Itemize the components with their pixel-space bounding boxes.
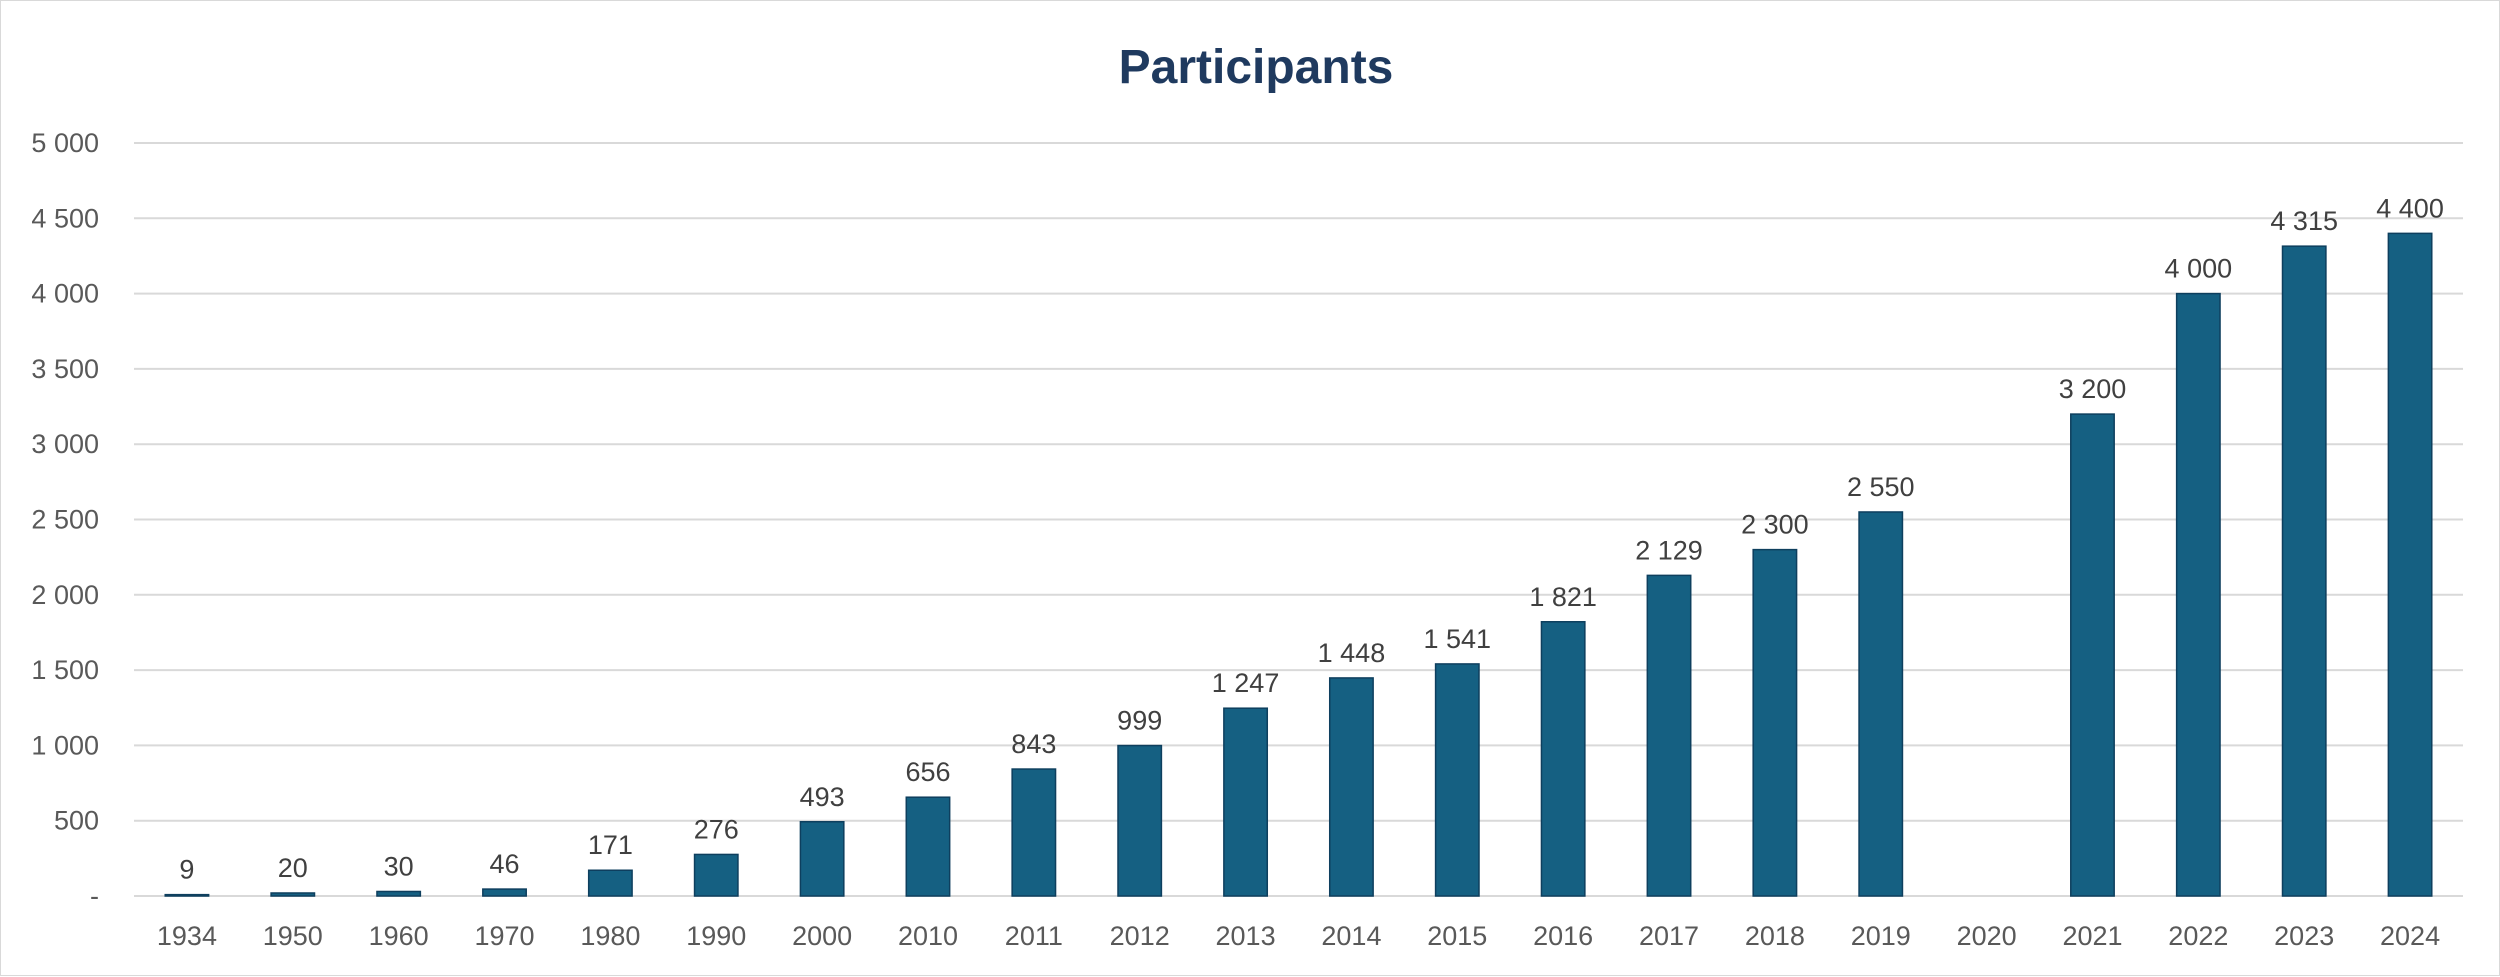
x-tick-label: 1980 [580,921,640,951]
x-tick-label: 2013 [1216,921,1276,951]
data-label-1970: 46 [489,849,519,879]
data-label-2018: 2 300 [1741,510,1809,540]
y-tick-label: 3 000 [31,429,99,459]
x-tick-label: 2020 [1957,921,2017,951]
data-label-2011: 843 [1011,729,1056,759]
bar-2011 [1011,768,1057,897]
data-label-1990: 276 [694,814,739,844]
data-label-2017: 2 129 [1635,535,1703,565]
y-tick-label: 4 000 [31,279,99,309]
x-tick-label: 2024 [2380,921,2440,951]
x-tick-label: 1990 [686,921,746,951]
x-tick-label: 2014 [1321,921,1381,951]
bar-2013 [1223,707,1269,897]
x-tick-label: 1960 [369,921,429,951]
x-tick-label: 1950 [263,921,323,951]
x-tick-label: 2019 [1851,921,1911,951]
data-label-1950: 20 [278,853,308,883]
data-label-1934: 9 [179,855,194,885]
data-label-1980: 171 [588,830,633,860]
bar-2010 [905,796,951,897]
x-tick-label: 2021 [2062,921,2122,951]
bar-1950 [270,892,316,897]
bar-1970 [482,888,527,897]
bar-2000 [799,821,845,897]
bar-1990 [693,853,739,897]
data-label-1960: 30 [384,851,414,881]
data-label-2024: 4 400 [2376,193,2444,223]
data-label-2013: 1 247 [1212,668,1280,698]
data-label-2021: 3 200 [2059,374,2127,404]
bar-2021 [2070,413,2115,897]
data-label-2022: 4 000 [2165,254,2233,284]
x-tick-label: 2010 [898,921,958,951]
y-tick-label: - [90,881,99,911]
bar-2023 [2281,245,2327,897]
bar-1980 [587,869,633,897]
data-label-2000: 493 [800,782,845,812]
data-label-2019: 2 550 [1847,472,1915,502]
bar-1934 [164,893,210,897]
data-label-2015: 1 541 [1424,624,1492,654]
x-tick-label: 2016 [1533,921,1593,951]
x-axis-ticks: 1934 1950 1960 1970 1980 1990 2000 2010 2011 2012… [157,921,2440,951]
x-tick-label: 2018 [1745,921,1805,951]
y-tick-label: 1 000 [31,730,99,760]
y-tick-label: 5 000 [31,128,99,158]
bar-2014 [1328,677,1374,897]
data-label-2010: 656 [905,757,950,787]
x-tick-label: 2015 [1427,921,1487,951]
y-tick-label: 2 500 [31,505,99,535]
data-label-2016: 1 821 [1529,582,1597,612]
data-label-2012: 999 [1117,706,1162,736]
bar-2018 [1752,548,1798,897]
data-label-2014: 1 448 [1318,638,1386,668]
data-label-2023: 4 315 [2270,206,2338,236]
x-tick-label: 2023 [2274,921,2334,951]
y-axis-ticks: - 500 1 000 1 500 2 000 2 500 3 000 3 500 4 000 4… [31,128,99,911]
x-tick-label: 2000 [792,921,852,951]
bar-2016 [1540,621,1586,897]
y-tick-label: 2 000 [31,580,99,610]
bar-2022 [2175,292,2221,897]
bar-2024 [2387,232,2433,897]
y-tick-label: 4 500 [31,203,99,233]
x-tick-label: 2012 [1110,921,1170,951]
bars [164,232,2433,897]
bar-2017 [1646,574,1692,897]
y-tick-label: 1 500 [31,655,99,685]
bar-2015 [1434,663,1480,897]
x-tick-label: 1934 [157,921,217,951]
bar-1960 [376,890,422,897]
chart-title: Participants [1119,41,1394,94]
bar-2019 [1858,511,1904,897]
data-labels: 9 20 30 46 171 276 493 656 843 999 1 247 1 448 1 541… [179,193,2443,884]
x-tick-label: 1970 [474,921,534,951]
x-tick-label: 2022 [2168,921,2228,951]
bar-2012 [1117,744,1163,897]
y-tick-label: 3 500 [31,354,99,384]
y-tick-label: 500 [54,806,99,836]
x-tick-label: 2017 [1639,921,1699,951]
gridlines [134,142,2463,897]
x-tick-label: 2011 [1005,921,1063,951]
